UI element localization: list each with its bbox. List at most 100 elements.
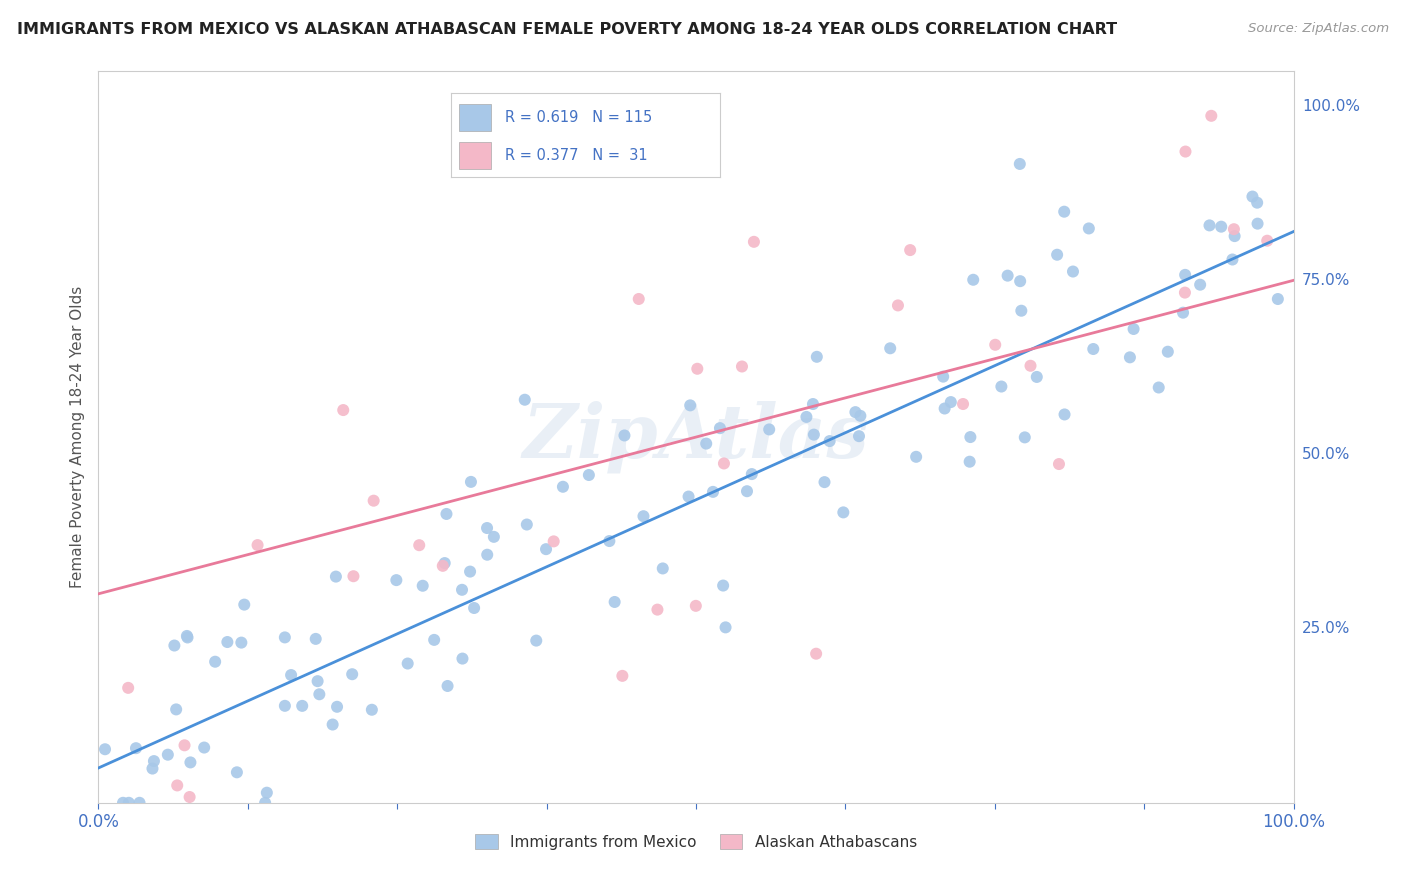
Point bbox=[804, 647, 827, 661]
Point bbox=[939, 395, 962, 409]
Point bbox=[801, 397, 824, 411]
Point bbox=[451, 651, 474, 665]
Point bbox=[513, 392, 536, 407]
Point bbox=[695, 436, 717, 450]
Point bbox=[463, 601, 485, 615]
Point bbox=[412, 579, 434, 593]
Point bbox=[433, 556, 456, 570]
Point bbox=[898, 243, 921, 257]
Point bbox=[176, 631, 198, 645]
Point bbox=[217, 635, 239, 649]
Point bbox=[818, 434, 841, 448]
Point bbox=[1077, 221, 1099, 235]
Point bbox=[685, 599, 707, 613]
Point bbox=[742, 235, 765, 249]
Point bbox=[1014, 430, 1036, 444]
Point bbox=[179, 756, 201, 770]
Point bbox=[94, 742, 117, 756]
Point bbox=[1267, 292, 1289, 306]
Point bbox=[709, 421, 731, 435]
Point bbox=[1062, 264, 1084, 278]
Point bbox=[844, 405, 866, 419]
Text: IMMIGRANTS FROM MEXICO VS ALASKAN ATHABASCAN FEMALE POVERTY AMONG 18-24 YEAR OLD: IMMIGRANTS FROM MEXICO VS ALASKAN ATHABA… bbox=[17, 22, 1116, 37]
Point bbox=[156, 747, 179, 762]
Point bbox=[735, 484, 758, 499]
Point bbox=[307, 674, 329, 689]
Point bbox=[1119, 351, 1142, 365]
Point bbox=[578, 468, 600, 483]
Point bbox=[385, 573, 408, 587]
Point bbox=[423, 632, 446, 647]
Point bbox=[436, 507, 458, 521]
Point bbox=[1222, 252, 1244, 267]
Point bbox=[651, 561, 673, 575]
Point bbox=[758, 422, 780, 436]
Point bbox=[451, 582, 474, 597]
Point bbox=[678, 490, 700, 504]
Point bbox=[1174, 285, 1197, 300]
Point bbox=[1223, 229, 1246, 244]
Point bbox=[832, 505, 855, 519]
Text: Source: ZipAtlas.com: Source: ZipAtlas.com bbox=[1249, 22, 1389, 36]
Point bbox=[796, 409, 818, 424]
Point bbox=[1010, 274, 1032, 288]
Point bbox=[477, 548, 499, 562]
Point bbox=[990, 379, 1012, 393]
Point bbox=[1053, 204, 1076, 219]
Point bbox=[997, 268, 1019, 283]
Point bbox=[1010, 303, 1032, 318]
Point bbox=[1246, 195, 1268, 210]
Point bbox=[1256, 234, 1278, 248]
Point bbox=[322, 717, 344, 731]
Point bbox=[1211, 219, 1233, 234]
Point bbox=[598, 534, 620, 549]
Point bbox=[905, 450, 928, 464]
Point bbox=[176, 629, 198, 643]
Point bbox=[233, 598, 256, 612]
Text: 75.0%: 75.0% bbox=[1302, 273, 1350, 288]
Point bbox=[1053, 408, 1076, 422]
Point bbox=[1223, 222, 1246, 236]
Text: 50.0%: 50.0% bbox=[1302, 447, 1350, 462]
Point bbox=[340, 667, 363, 681]
Point bbox=[1122, 322, 1144, 336]
Point bbox=[516, 517, 538, 532]
Point bbox=[1246, 217, 1268, 231]
Point bbox=[141, 762, 163, 776]
Point bbox=[111, 796, 134, 810]
Point bbox=[1189, 277, 1212, 292]
Point bbox=[1025, 370, 1047, 384]
Point bbox=[332, 403, 354, 417]
Text: 25.0%: 25.0% bbox=[1302, 621, 1350, 636]
Point bbox=[647, 602, 669, 616]
Point bbox=[612, 669, 634, 683]
Point bbox=[308, 687, 330, 701]
Point bbox=[679, 398, 702, 412]
Point bbox=[280, 668, 302, 682]
Point bbox=[686, 361, 709, 376]
Point bbox=[934, 401, 956, 416]
Point bbox=[128, 796, 150, 810]
Point bbox=[193, 740, 215, 755]
Point bbox=[959, 430, 981, 444]
Point bbox=[551, 480, 574, 494]
Point bbox=[432, 558, 454, 573]
Point bbox=[613, 428, 636, 442]
Point bbox=[458, 565, 481, 579]
Point bbox=[543, 534, 565, 549]
Point bbox=[166, 779, 188, 793]
Text: ZipAtlas: ZipAtlas bbox=[523, 401, 869, 474]
Point bbox=[849, 409, 872, 423]
Point bbox=[163, 639, 186, 653]
Point bbox=[633, 509, 655, 524]
Point bbox=[1241, 189, 1264, 203]
Point bbox=[325, 569, 347, 583]
Point bbox=[475, 521, 498, 535]
Point bbox=[342, 569, 364, 583]
Point bbox=[524, 633, 547, 648]
Point bbox=[887, 298, 910, 312]
Point bbox=[1174, 145, 1197, 159]
Point bbox=[1046, 248, 1069, 262]
Point bbox=[225, 765, 247, 780]
Point bbox=[165, 702, 187, 716]
